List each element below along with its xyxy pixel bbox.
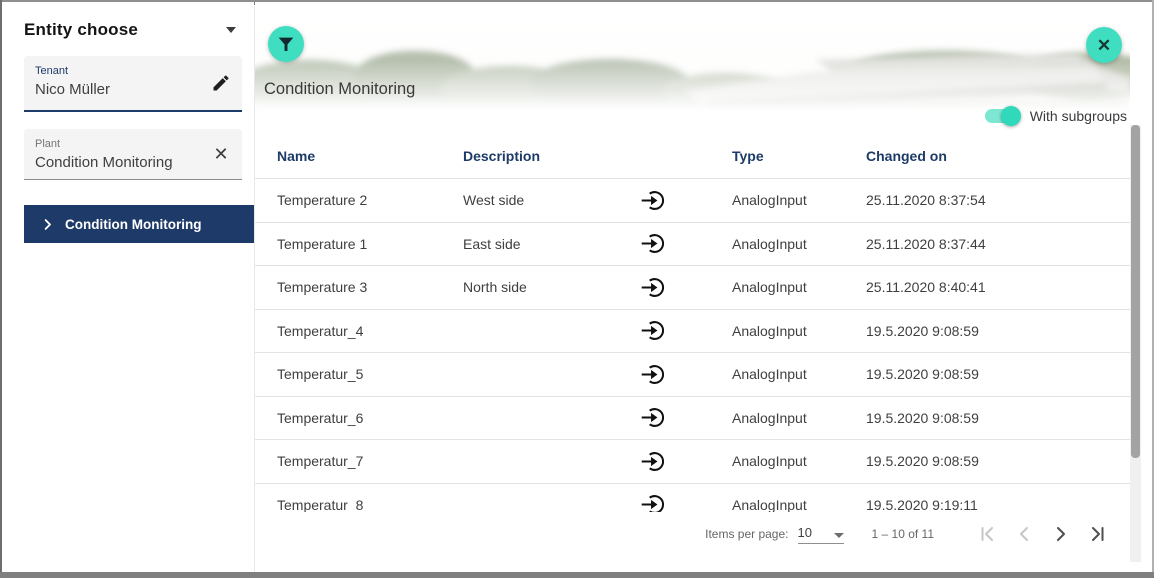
- row-type: AnalogInput: [732, 192, 807, 209]
- caret-down-icon: [833, 532, 844, 538]
- row-changed-on: 19.5.2020 9:08:59: [866, 453, 979, 470]
- table-row[interactable]: Temperatur_8 AnalogInput 19.5.2020 9:19:…: [255, 482, 1130, 512]
- row-changed-on: 25.11.2020 8:37:54: [866, 192, 986, 209]
- close-x-icon: ✕: [1096, 35, 1112, 55]
- signal-input-icon[interactable]: [623, 361, 683, 388]
- page-title: Condition Monitoring: [264, 80, 416, 98]
- row-type: AnalogInput: [732, 496, 807, 512]
- row-name: Temperatur_4: [277, 322, 364, 339]
- table-row[interactable]: Temperatur_6 AnalogInput 19.5.2020 9:08:…: [255, 395, 1130, 440]
- row-type: AnalogInput: [732, 279, 807, 296]
- previous-page-button[interactable]: [1010, 520, 1038, 548]
- window-edge-bottom: [0, 572, 1154, 578]
- row-type: AnalogInput: [732, 453, 807, 470]
- table-body: Temperature 2 West side AnalogInput 25.1…: [255, 178, 1130, 512]
- sidebar-item-condition-monitoring[interactable]: Condition Monitoring: [24, 205, 256, 243]
- table-row[interactable]: Temperature 3 North side AnalogInput 25.…: [255, 265, 1130, 309]
- signal-input-icon[interactable]: [623, 448, 683, 475]
- entity-table: Name Description Type Changed on Tempera…: [255, 133, 1130, 512]
- row-name: Temperatur_8: [277, 496, 364, 512]
- table-row[interactable]: Temperature 1 East side AnalogInput 25.1…: [255, 221, 1130, 266]
- row-changed-on: 19.5.2020 9:19:11: [866, 496, 978, 512]
- column-header-type[interactable]: Type: [732, 147, 764, 164]
- items-per-page-value: 10: [797, 524, 812, 540]
- row-changed-on: 19.5.2020 9:08:59: [866, 409, 979, 426]
- signal-input-icon[interactable]: [623, 187, 683, 214]
- next-page-button[interactable]: [1047, 520, 1075, 548]
- row-type: AnalogInput: [732, 235, 807, 252]
- items-per-page-label: Items per page:: [705, 527, 789, 541]
- plant-field-label: Plant: [35, 138, 61, 150]
- window-edge-top: [0, 0, 1154, 2]
- table-header-row: Name Description Type Changed on: [255, 133, 1130, 178]
- table-row[interactable]: Temperatur_7 AnalogInput 19.5.2020 9:08:…: [255, 439, 1130, 483]
- items-per-page-select[interactable]: 10: [797, 524, 844, 544]
- row-changed-on: 19.5.2020 9:08:59: [866, 322, 979, 339]
- table-row[interactable]: Temperatur_5 AnalogInput 19.5.2020 9:08:…: [255, 352, 1130, 396]
- plant-field[interactable]: Plant Condition Monitoring ✕: [24, 129, 242, 180]
- row-changed-on: 25.11.2020 8:40:41: [866, 279, 986, 296]
- paginator: Items per page: 10 1 – 10 of 11: [255, 513, 1130, 555]
- pencil-icon[interactable]: [209, 71, 233, 95]
- toggle-thumb: [1000, 106, 1021, 126]
- row-name: Temperatur_5: [277, 366, 364, 383]
- row-name: Temperatur_7: [277, 453, 364, 470]
- scrollbar-thumb[interactable]: [1131, 125, 1140, 458]
- sidebar-header: Entity choose: [24, 20, 236, 40]
- row-type: AnalogInput: [732, 322, 807, 339]
- row-changed-on: 25.11.2020 8:37:44: [866, 235, 986, 252]
- filter-button[interactable]: [268, 26, 304, 62]
- row-description: West side: [463, 192, 525, 209]
- row-name: Temperature 1: [277, 235, 368, 252]
- last-page-icon: [1092, 527, 1104, 541]
- signal-input-icon[interactable]: [623, 317, 683, 344]
- funnel-icon: [275, 33, 297, 55]
- signal-input-icon[interactable]: [623, 491, 683, 512]
- tenant-field[interactable]: Tenant Nico Müller: [24, 56, 242, 112]
- column-header-name[interactable]: Name: [277, 147, 316, 164]
- row-type: AnalogInput: [732, 366, 807, 383]
- close-button[interactable]: ✕: [1086, 27, 1122, 63]
- with-subgroups-toggle[interactable]: [984, 106, 1021, 126]
- column-header-description[interactable]: Description: [463, 147, 541, 164]
- window-edge-left: [0, 0, 2, 578]
- banner-photo: [255, 20, 1130, 116]
- signal-input-icon[interactable]: [623, 274, 683, 301]
- row-description: North side: [463, 279, 527, 296]
- plant-field-value: Condition Monitoring: [35, 154, 173, 171]
- condition-monitoring-panel: ✕ Condition Monitoring With subgroups Na…: [255, 2, 1130, 572]
- x-icon[interactable]: ✕: [213, 144, 229, 164]
- first-page-icon: [981, 527, 993, 541]
- entity-choose-sidebar: Entity choose Tenant Nico Müller Plant C…: [2, 2, 256, 572]
- first-page-button[interactable]: [973, 520, 1001, 548]
- tenant-field-value: Nico Müller: [35, 81, 111, 98]
- signal-input-icon[interactable]: [623, 230, 683, 257]
- tenant-field-label: Tenant: [35, 65, 69, 77]
- row-type: AnalogInput: [732, 409, 807, 426]
- with-subgroups-label: With subgroups: [1029, 108, 1127, 124]
- chevron-left-icon: [1020, 527, 1028, 541]
- paginator-range-label: 1 – 10 of 11: [871, 527, 935, 541]
- row-name: Temperature 3: [277, 279, 368, 296]
- chevron-right-icon: [1057, 527, 1065, 541]
- table-row[interactable]: Temperature 2 West side AnalogInput 25.1…: [255, 178, 1130, 222]
- row-name: Temperature 2: [277, 192, 368, 209]
- scrollbar-track[interactable]: [1130, 125, 1141, 562]
- column-header-changed-on[interactable]: Changed on: [866, 147, 947, 164]
- row-changed-on: 19.5.2020 9:08:59: [866, 366, 979, 383]
- table-row[interactable]: Temperatur_4 AnalogInput 19.5.2020 9:08:…: [255, 308, 1130, 353]
- caret-down-icon[interactable]: [226, 27, 236, 33]
- row-description: East side: [463, 235, 521, 252]
- last-page-button[interactable]: [1084, 520, 1112, 548]
- signal-input-icon[interactable]: [623, 404, 683, 431]
- subgroups-toggle-row: With subgroups: [984, 105, 1127, 127]
- chevron-right-icon: [40, 217, 55, 232]
- row-name: Temperatur_6: [277, 409, 364, 426]
- sidebar-title: Entity choose: [24, 20, 139, 39]
- panel-divider: [254, 6, 255, 572]
- sidebar-item-label: Condition Monitoring: [65, 216, 202, 232]
- window-edge-right: [1152, 0, 1154, 578]
